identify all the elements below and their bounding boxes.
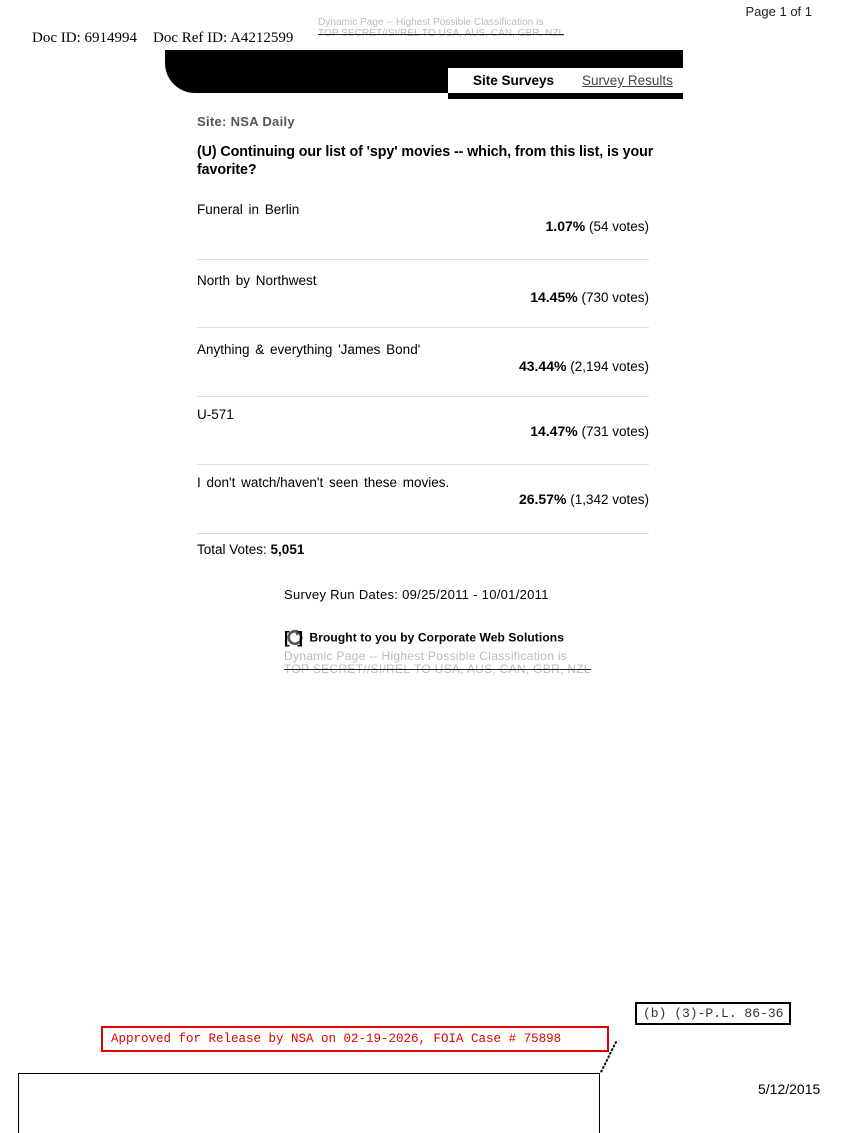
svg-text:]: ] <box>297 628 303 647</box>
